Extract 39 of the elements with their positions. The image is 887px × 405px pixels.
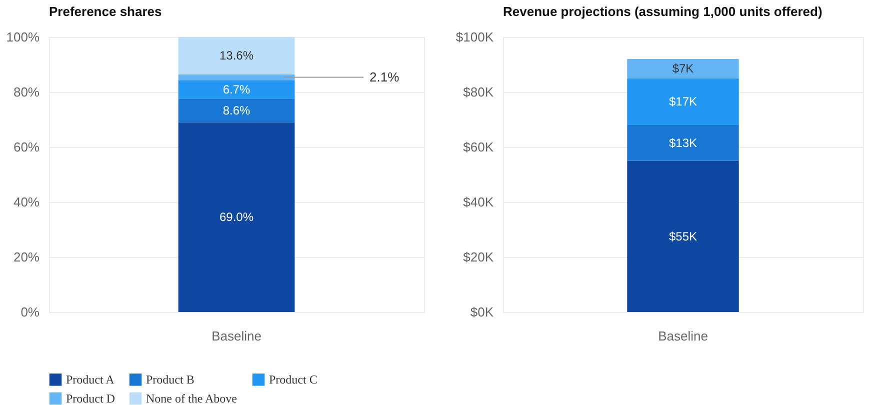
y-tick-label: $40K: [463, 194, 494, 210]
x-tick-label: Baseline: [658, 328, 708, 344]
data-label: $7K: [672, 62, 694, 76]
bar: [627, 59, 739, 78]
bar: [178, 74, 295, 80]
bar: [178, 122, 295, 312]
data-label: $17K: [668, 94, 698, 109]
bar: [178, 98, 295, 122]
data-label: 8.6%: [222, 103, 250, 118]
legend-label: None of the Above: [146, 392, 237, 405]
y-tick-label: 100%: [6, 30, 40, 44]
y-tick-label: $80K: [463, 84, 494, 100]
data-label: $13K: [668, 136, 698, 150]
x-tick-label: Baseline: [212, 328, 262, 344]
data-label: 69.0%: [219, 210, 254, 224]
y-tick-label: 60%: [13, 140, 40, 154]
legend-label: Product A: [66, 372, 115, 387]
data-label: 6.7%: [222, 82, 250, 96]
bar: [627, 160, 739, 312]
bar: [178, 37, 295, 74]
y-tick-label: $60K: [463, 140, 494, 154]
legend-label: Product B: [146, 372, 194, 387]
y-tick-label: $0K: [470, 304, 494, 320]
chart-title: Revenue projections (assuming 1,000 units offered): [503, 4, 822, 19]
data-label: 13.6%: [219, 48, 254, 63]
y-tick-label: 20%: [13, 250, 40, 264]
legend-label: Product D: [66, 392, 116, 405]
legend-label: Product C: [269, 372, 318, 387]
bar: [178, 80, 295, 99]
y-tick-label: 0%: [20, 304, 40, 320]
y-tick-label: $20K: [463, 250, 494, 264]
bar: [627, 125, 739, 161]
y-tick-label: 40%: [13, 194, 40, 210]
bar: [627, 78, 739, 125]
y-tick-label: 80%: [13, 84, 40, 100]
data-label: $55K: [668, 229, 698, 244]
data-label: 2.1%: [370, 69, 400, 84]
chart-title: Preference shares: [49, 4, 162, 19]
y-tick-label: $100K: [456, 30, 494, 44]
